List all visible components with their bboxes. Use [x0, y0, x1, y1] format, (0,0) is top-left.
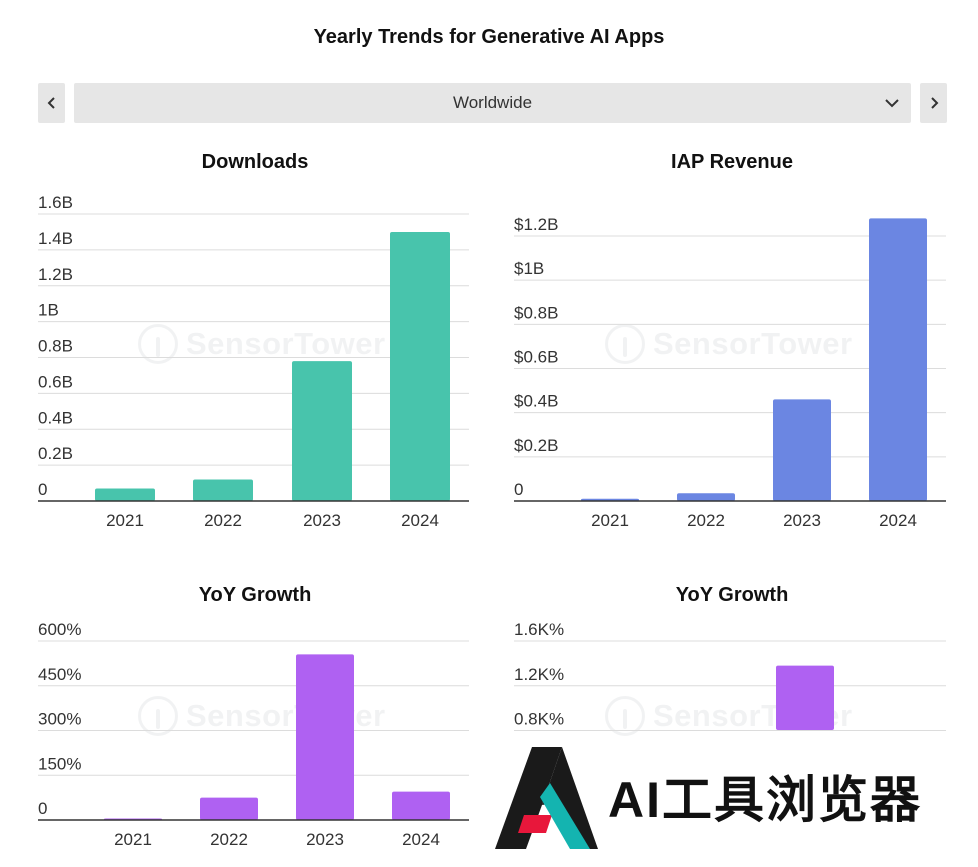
y-tick-label: $0.2B	[514, 436, 558, 455]
y-tick-label: 0	[38, 480, 47, 499]
x-tick-label: 2024	[401, 511, 439, 530]
y-tick-label: 600%	[38, 620, 81, 639]
next-region-button[interactable]	[920, 83, 947, 123]
bar-2023	[776, 665, 834, 730]
chart-title: YoY Growth	[199, 584, 312, 606]
x-tick-label: 2021	[106, 511, 144, 530]
chevron-left-icon	[47, 97, 55, 109]
bar-2021	[95, 488, 155, 501]
bar-2024	[390, 231, 450, 501]
chevron-down-icon	[885, 99, 899, 108]
overlay-brand-text: AI工具浏览器	[608, 772, 922, 828]
y-tick-label: 150%	[38, 754, 81, 773]
x-tick-label: 2024	[402, 830, 440, 849]
bar-2022	[677, 493, 735, 501]
y-tick-label: $0.8B	[514, 303, 558, 322]
ai-logo-icon	[495, 747, 598, 849]
x-tick-label: 2022	[687, 511, 725, 530]
x-tick-label: 2023	[303, 511, 341, 530]
prev-region-button[interactable]	[38, 83, 65, 123]
page-title: Yearly Trends for Generative AI Apps	[313, 26, 665, 48]
x-tick-label: 2022	[210, 830, 248, 849]
y-tick-label: 0	[514, 480, 523, 499]
y-tick-label: 300%	[38, 710, 81, 729]
bar-2022	[193, 479, 253, 501]
chart-title: Downloads	[202, 151, 309, 173]
y-tick-label: 1.6K%	[514, 620, 564, 639]
chart-title: IAP Revenue	[671, 151, 793, 173]
bar-2023	[773, 399, 831, 501]
x-tick-label: 2021	[114, 830, 152, 849]
chart-title: YoY Growth	[676, 584, 789, 606]
region-dropdown-value: Worldwide	[452, 93, 533, 112]
chevron-right-icon	[930, 97, 938, 109]
y-tick-label: 1B	[38, 301, 59, 320]
y-tick-label: $1.2B	[514, 215, 558, 234]
bar-2023	[296, 654, 354, 820]
x-tick-label: 2023	[783, 511, 821, 530]
y-tick-label: 1.2K%	[514, 665, 564, 684]
y-tick-label: 1.2B	[38, 265, 73, 284]
x-tick-label: 2022	[204, 511, 242, 530]
y-tick-label: 1.4B	[38, 229, 73, 248]
y-tick-label: 0.2B	[38, 444, 73, 463]
y-tick-label: $1B	[514, 259, 544, 278]
bar-2023	[292, 361, 352, 501]
region-dropdown[interactable]: Worldwide	[74, 83, 911, 123]
bar-2024	[869, 218, 927, 502]
bar-2022	[200, 797, 258, 820]
y-tick-label: $0.4B	[514, 392, 558, 411]
bar-2024	[392, 791, 450, 820]
x-tick-label: 2021	[591, 511, 629, 530]
x-tick-label: 2024	[879, 511, 917, 530]
y-tick-label: 1.6B	[38, 193, 73, 212]
y-tick-label: 0.6B	[38, 372, 73, 391]
y-tick-label: $0.6B	[514, 348, 558, 367]
y-tick-label: 0.8B	[38, 337, 73, 356]
y-tick-label: 0.8K%	[514, 710, 564, 729]
y-tick-label: 0	[38, 799, 47, 818]
y-tick-label: 0.4B	[38, 408, 73, 427]
y-tick-label: 450%	[38, 665, 81, 684]
x-tick-label: 2023	[306, 830, 344, 849]
